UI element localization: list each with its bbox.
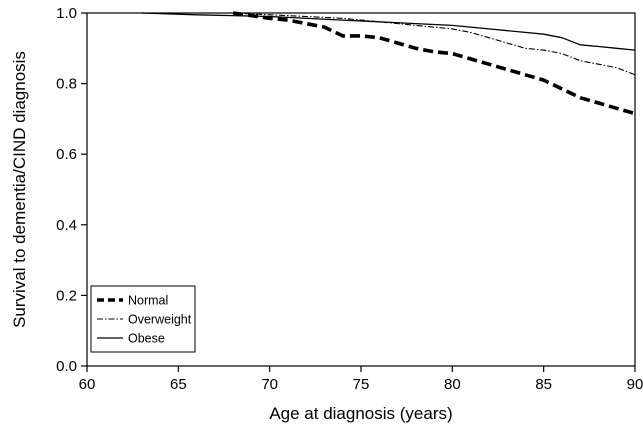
axes-layer: 60 65 70 75 80 85 90 0.0 0.2 0.4 0.6 0.8 1.0 [56,5,643,393]
x-tick-label: 60 [79,376,96,393]
x-tick-label: 65 [170,376,187,393]
series-line-normal [232,11,636,116]
series-layer [141,11,636,116]
y-tick-label: 0.4 [56,217,77,234]
x-tick-label: 75 [353,376,370,393]
y-tick-label: 0.0 [56,358,77,375]
x-tick-label: 85 [535,376,552,393]
x-tick-label: 90 [627,376,643,393]
legend-box [90,285,196,353]
y-tick-label: 1.0 [56,5,77,22]
legend: Normal Overweight Obese [90,285,196,353]
y-tick-label: 0.6 [56,146,77,163]
y-tick-label: 0.8 [56,76,77,93]
legend-label-normal: Normal [128,294,168,308]
series-line-obese [141,12,636,51]
y-tick-label: 0.2 [56,287,77,304]
x-tick-label: 70 [261,376,278,393]
x-tick-label: 80 [444,376,461,393]
series-line-overweight [233,12,636,76]
legend-label-obese: Obese [128,332,165,346]
y-axis-title: Survival to dementia/CIND diagnosis [10,51,29,328]
x-axis-title: Age at diagnosis (years) [269,404,452,423]
legend-label-overweight: Overweight [128,313,192,327]
